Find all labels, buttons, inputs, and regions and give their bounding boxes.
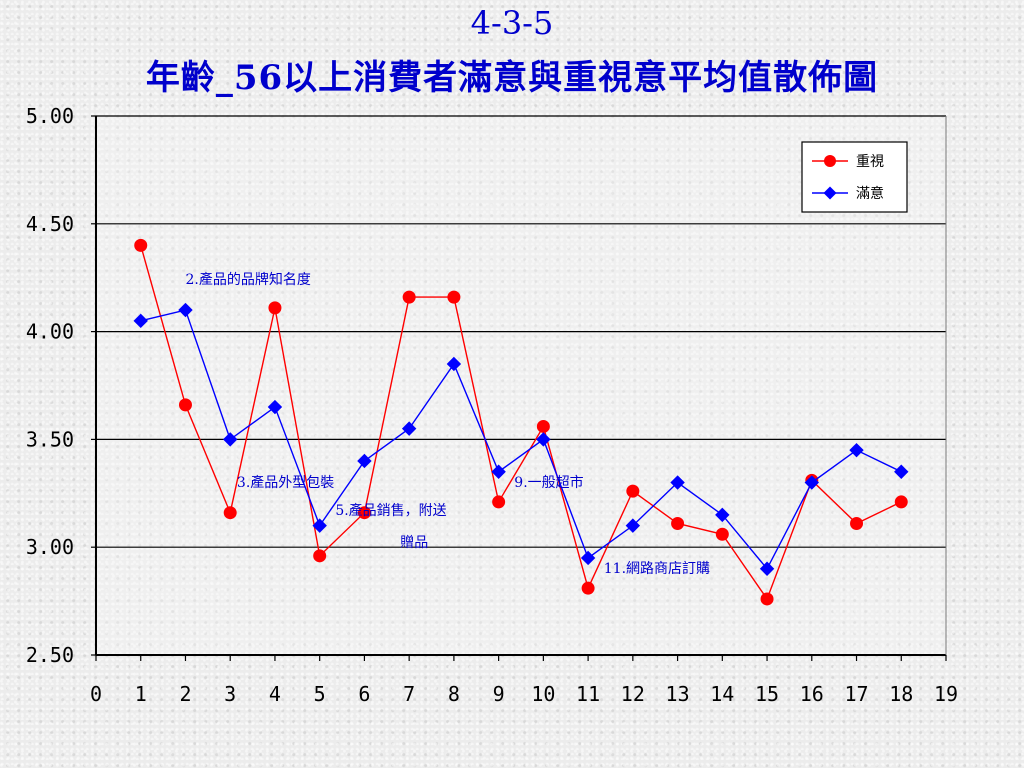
- x-tick-label: 19: [934, 682, 958, 706]
- x-tick-label: 3: [224, 682, 236, 706]
- y-tick-label: 3.00: [26, 535, 74, 559]
- y-tick-label: 5.00: [26, 104, 74, 128]
- series-satisfaction: [133, 302, 909, 576]
- data-point: [268, 301, 282, 315]
- data-point: [312, 518, 327, 533]
- series-line: [140, 309, 902, 571]
- data-point: [894, 464, 909, 479]
- x-tick-label: 2: [179, 682, 191, 706]
- x-tick-label: 16: [800, 682, 824, 706]
- x-tick-label: 7: [403, 682, 415, 706]
- legend-label: 重視: [856, 154, 884, 170]
- data-point: [134, 238, 148, 252]
- x-tick-label: 13: [666, 682, 690, 706]
- data-point: [581, 581, 595, 595]
- series: [133, 238, 909, 606]
- data-point: [267, 399, 283, 415]
- data-point: [313, 549, 327, 563]
- axes: [95, 116, 947, 656]
- data-point: [133, 313, 148, 329]
- data-point: [849, 442, 864, 458]
- annotation-a5a: 5.產品銷售，附送: [335, 502, 446, 519]
- y-tick-label: 4.00: [26, 320, 74, 344]
- data-point: [223, 432, 238, 447]
- data-point: [223, 506, 237, 520]
- data-point: [894, 495, 908, 509]
- y-axis-ticks: 2.50 3.00 3.50 4.00 4.50 5.00: [26, 104, 96, 667]
- annotation-a9: 9.一般超市: [514, 474, 583, 491]
- x-tick-label: 5: [314, 682, 326, 706]
- y-tick-label: 4.50: [26, 212, 74, 236]
- data-point: [536, 432, 551, 447]
- data-point: [178, 302, 193, 318]
- chart-title: 年齡_56以上消費者滿意與重視意平均值散佈圖: [145, 58, 879, 98]
- annotation-a2: 2.產品的品牌知名度: [185, 271, 310, 288]
- x-tick-label: 11: [576, 682, 600, 706]
- x-tick-label: 9: [493, 682, 505, 706]
- legend-item: 重視: [812, 154, 884, 170]
- x-tick-label: 14: [710, 682, 734, 706]
- data-point: [759, 561, 775, 576]
- gridlines: [96, 115, 946, 548]
- data-point: [447, 290, 461, 304]
- annotation-a5b: 贈品: [400, 535, 428, 551]
- data-point: [760, 592, 774, 606]
- data-point: [357, 453, 372, 469]
- data-point: [626, 484, 640, 498]
- annotation-a11: 11.網路商店訂購: [604, 561, 710, 577]
- x-tick-label: 6: [358, 682, 370, 706]
- x-tick-label: 17: [844, 682, 868, 706]
- data-point: [491, 464, 506, 479]
- data-point: [357, 506, 371, 520]
- y-tick-label: 3.50: [26, 427, 74, 451]
- data-point: [804, 475, 819, 490]
- slide-title-number: 4-3-5: [470, 4, 554, 42]
- data-point: [536, 419, 550, 433]
- data-point: [670, 475, 685, 490]
- legend-marker: [824, 155, 836, 167]
- data-point: [492, 495, 506, 509]
- y-tick-label: 2.50: [26, 643, 74, 667]
- x-tick-label: 4: [269, 682, 281, 706]
- x-tick-label: 0: [90, 682, 102, 706]
- x-tick-label: 12: [621, 682, 645, 706]
- data-point: [625, 518, 641, 533]
- series-importance: [134, 238, 908, 606]
- data-point: [580, 550, 596, 566]
- legend-box: [801, 141, 908, 213]
- legend-marker: [823, 186, 837, 200]
- x-tick-label: 18: [889, 682, 913, 706]
- x-tick-label: 1: [135, 682, 147, 706]
- data-point: [850, 516, 864, 530]
- x-tick-label: 15: [755, 682, 779, 706]
- data-point: [715, 527, 729, 541]
- series-line: [140, 245, 902, 601]
- legend-label: 滿意: [856, 185, 884, 202]
- x-tick-label: 10: [531, 682, 555, 706]
- legend-item: 滿意: [812, 185, 884, 202]
- data-point: [446, 356, 462, 372]
- data-point: [715, 507, 730, 523]
- data-point: [401, 421, 417, 436]
- annotation-a3: 3.產品外型包裝: [237, 474, 334, 491]
- x-tick-label: 8: [448, 682, 460, 706]
- x-axis-ticks: 0 1 2 3 4 5 6 7 8 9 10 11 12 13 14 15 16 17 18 19: [90, 655, 958, 706]
- data-point: [178, 398, 192, 412]
- data-point: [671, 516, 685, 530]
- data-point: [402, 290, 416, 304]
